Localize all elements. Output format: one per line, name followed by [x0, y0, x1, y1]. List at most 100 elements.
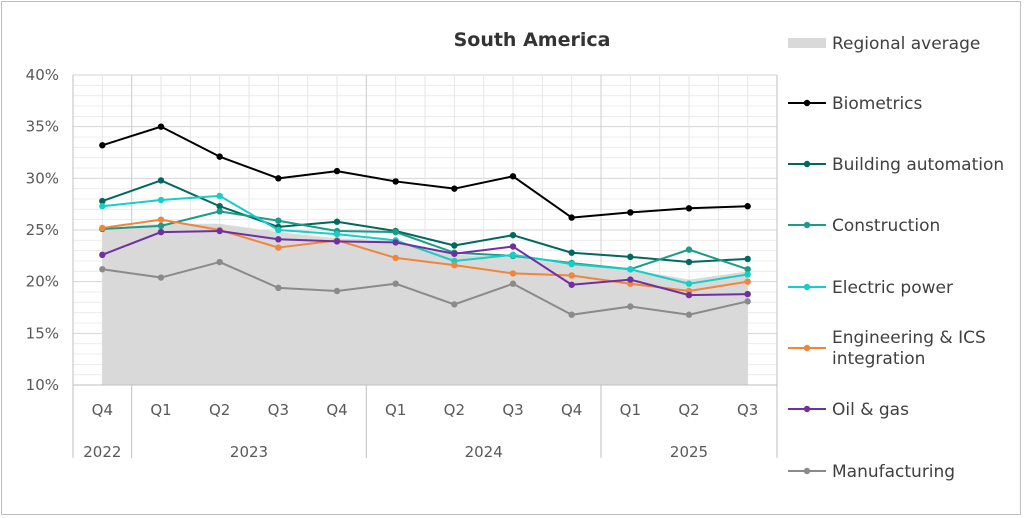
- chart-title: South America: [454, 29, 611, 51]
- x-tick-label: Q1: [150, 401, 171, 419]
- data-point: [685, 258, 693, 266]
- legend-swatch-marker: [803, 405, 811, 413]
- legend-swatch-marker: [803, 221, 811, 229]
- data-point: [157, 216, 165, 223]
- series-manufacturing: [99, 258, 751, 318]
- data-point: [333, 287, 341, 295]
- x-tick-label: Q2: [678, 401, 699, 419]
- legend-swatch-regional-average: [788, 38, 826, 48]
- data-point: [392, 178, 399, 185]
- data-point: [157, 123, 165, 130]
- series-line: [102, 125, 748, 219]
- data-point: [392, 228, 399, 236]
- data-point: [685, 280, 693, 287]
- x-tick-label: Q2: [209, 401, 230, 419]
- data-point: [509, 270, 517, 277]
- data-point: [568, 311, 575, 318]
- data-point: [744, 278, 751, 285]
- legend-label: Manufacturing: [832, 462, 955, 482]
- data-point: [685, 291, 693, 299]
- x-year-label: 2022: [83, 443, 121, 461]
- series-line: [102, 179, 748, 264]
- data-point: [216, 153, 223, 160]
- data-point: [509, 231, 517, 239]
- data-point: [333, 230, 341, 238]
- data-point: [333, 238, 341, 245]
- data-point: [744, 298, 751, 305]
- data-point: [333, 218, 341, 225]
- data-point: [99, 224, 106, 232]
- data-point: [216, 227, 223, 235]
- x-tick-label: Q1: [620, 401, 641, 419]
- legend-label: Oil & gas: [832, 400, 909, 420]
- data-point: [99, 203, 106, 210]
- legend: Regional average Biometrics Building autom…: [788, 34, 1004, 482]
- data-point: [509, 280, 517, 287]
- data-point: [333, 167, 341, 175]
- legend-label: Engineering & ICS: [832, 328, 986, 348]
- legend-label: integration: [832, 349, 925, 369]
- data-point: [275, 244, 282, 251]
- data-point: [451, 261, 458, 269]
- data-point: [157, 222, 165, 230]
- data-point: [275, 236, 282, 243]
- x-tick-label: Q3: [502, 401, 523, 419]
- data-point: [744, 290, 751, 298]
- x-tick-label: Q4: [92, 401, 113, 419]
- data-point: [568, 249, 575, 256]
- data-point: [509, 251, 517, 258]
- series-layer: [99, 123, 751, 318]
- series-biometrics: [99, 123, 751, 221]
- data-point: [685, 246, 693, 253]
- data-point: [744, 203, 751, 210]
- data-point: [157, 177, 165, 184]
- x-tick-label: Q4: [561, 401, 582, 419]
- series-line: [102, 261, 748, 316]
- data-point: [685, 311, 693, 318]
- data-point: [275, 226, 282, 234]
- data-point: [216, 258, 223, 266]
- data-point: [99, 142, 106, 149]
- data-point: [216, 192, 223, 200]
- data-point: [392, 239, 399, 246]
- legend-label: Biometrics: [832, 94, 923, 114]
- x-year-label: 2024: [465, 443, 503, 461]
- data-point: [99, 197, 106, 205]
- legend-swatch-marker: [803, 160, 811, 168]
- series-line: [102, 194, 748, 285]
- legend-label: Building automation: [832, 155, 1004, 175]
- data-point: [216, 203, 223, 210]
- axes: 10% 15% 20% 25% 30% 35% 40% 2022 2023 2024 2025 Q4 Q…: [26, 66, 778, 461]
- data-point: [568, 281, 575, 288]
- data-point: [568, 214, 575, 221]
- legend-label: Electric power: [832, 278, 953, 298]
- series-oil-gas: [99, 227, 751, 299]
- data-point: [451, 242, 458, 249]
- y-tick-label: 15%: [26, 324, 59, 342]
- data-point: [685, 205, 693, 212]
- series-line: [101, 230, 748, 297]
- data-point: [744, 271, 751, 278]
- data-point: [216, 208, 223, 215]
- y-tick-label: 25%: [26, 221, 59, 239]
- data-point: [451, 250, 458, 257]
- legend-swatch-marker: [803, 283, 811, 291]
- data-point: [451, 185, 458, 192]
- data-point: [99, 251, 106, 258]
- data-point: [627, 253, 634, 261]
- x-tick-label: Q4: [326, 401, 347, 419]
- data-point: [744, 255, 751, 263]
- area-layer: [102, 223, 748, 385]
- data-point: [392, 254, 399, 262]
- data-point: [99, 266, 106, 273]
- legend-label: Construction: [832, 216, 940, 236]
- series-line: [102, 218, 748, 292]
- data-point: [627, 209, 634, 216]
- x-tick-label: Q2: [444, 401, 465, 419]
- data-point: [392, 280, 399, 287]
- data-point: [157, 274, 165, 281]
- legend-swatch-marker: [803, 99, 811, 107]
- data-point: [275, 284, 282, 292]
- data-point: [275, 217, 282, 224]
